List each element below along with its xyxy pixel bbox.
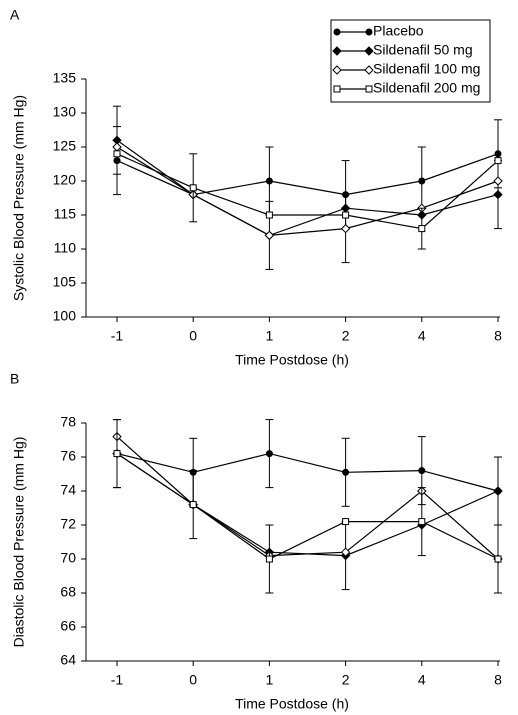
y-tick-label: 66: [60, 618, 76, 634]
x-tick-label: 0: [189, 328, 197, 344]
marker: [493, 189, 503, 200]
y-tick-label: 74: [60, 482, 76, 498]
marker: [418, 518, 426, 526]
marker: [265, 450, 273, 458]
marker: [113, 150, 121, 158]
x-tick-label: -1: [111, 672, 124, 688]
marker: [332, 46, 342, 56]
y-tick-label: 115: [54, 206, 77, 222]
series-line: [116, 146, 499, 237]
x-tick-label: 1: [266, 672, 274, 688]
y-tick-label: 110: [54, 240, 77, 256]
y-tick-label: 105: [53, 274, 77, 290]
y-tick-label: 72: [60, 516, 76, 532]
y-tick-label: 64: [60, 652, 76, 668]
panel-label: A: [10, 7, 20, 23]
x-tick-label: 2: [342, 672, 350, 688]
x-tick-label: 1: [266, 328, 274, 344]
y-tick-label: 125: [53, 138, 77, 154]
marker: [342, 518, 350, 526]
marker: [493, 176, 503, 186]
series-line: [116, 153, 499, 230]
marker: [494, 150, 502, 158]
marker: [113, 450, 121, 458]
marker: [333, 85, 341, 93]
x-tick-label: 8: [494, 328, 502, 344]
legend-label: Placebo: [373, 23, 424, 39]
y-tick-label: 70: [60, 550, 76, 566]
x-tick-label: -1: [111, 328, 124, 344]
y-axis-label: Systolic Blood Pressure (mm Hg): [11, 95, 27, 301]
marker: [418, 225, 426, 233]
y-axis-label: Diastolic Blood Pressure (mm Hg): [11, 437, 27, 648]
marker: [364, 46, 374, 56]
legend-label: Sildenafil 100 mg: [373, 61, 480, 77]
marker: [365, 85, 373, 93]
marker: [265, 177, 273, 185]
series-line: [116, 139, 499, 237]
marker: [342, 211, 350, 219]
y-tick-label: 76: [60, 448, 76, 464]
marker: [189, 501, 197, 509]
marker: [342, 468, 350, 476]
marker: [340, 547, 351, 557]
series-line: [116, 453, 499, 560]
legend-label: Sildenafil 50 mg: [373, 42, 473, 58]
marker: [340, 223, 351, 234]
marker: [264, 230, 275, 241]
marker: [418, 467, 426, 475]
y-tick-label: 120: [53, 172, 77, 188]
marker: [418, 177, 426, 185]
y-tick-label: 78: [60, 414, 76, 430]
marker: [332, 65, 342, 75]
series-line: [116, 153, 499, 196]
x-tick-label: 8: [494, 672, 502, 688]
series-line: [116, 436, 499, 560]
x-axis-label: Time Postdose (h): [235, 352, 349, 368]
marker: [365, 28, 373, 36]
marker: [494, 555, 502, 563]
marker: [333, 28, 341, 36]
legend-label: Sildenafil 200 mg: [373, 80, 480, 96]
marker: [189, 184, 197, 192]
legend-box: [330, 19, 491, 103]
marker: [265, 555, 273, 563]
marker: [265, 211, 273, 219]
y-tick-label: 68: [60, 584, 76, 600]
x-tick-label: 0: [189, 672, 197, 688]
y-tick-label: 135: [53, 70, 77, 86]
series-line: [116, 452, 499, 492]
marker: [493, 486, 503, 496]
panel-label: B: [10, 371, 19, 387]
marker: [494, 157, 502, 165]
x-axis-label: Time Postdose (h): [235, 696, 349, 712]
y-tick-label: 100: [53, 308, 77, 324]
marker: [364, 65, 374, 75]
marker: [112, 142, 122, 152]
x-tick-label: 2: [342, 328, 350, 344]
x-tick-label: 4: [418, 672, 426, 688]
y-tick-label: 130: [53, 104, 77, 120]
x-tick-label: 4: [418, 328, 426, 344]
